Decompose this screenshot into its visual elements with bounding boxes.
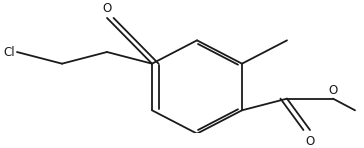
Text: O: O <box>305 135 314 148</box>
Text: O: O <box>102 2 112 15</box>
Text: O: O <box>328 84 338 97</box>
Text: Cl: Cl <box>4 46 15 58</box>
